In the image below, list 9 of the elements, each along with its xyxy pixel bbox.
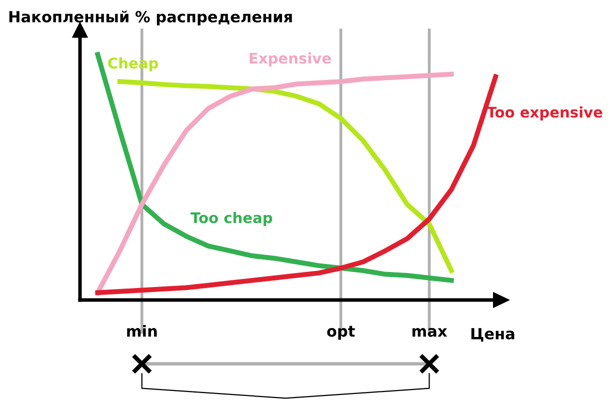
x-tick-label: max	[412, 328, 448, 337]
series-label: Expensive	[250, 52, 331, 67]
x-tick-label: min	[127, 325, 157, 337]
series-label: Too expensive	[486, 106, 602, 121]
series-label: Cheap	[108, 57, 158, 72]
y-axis-title: Накопленный % распределения	[9, 10, 292, 26]
x-axis-title: Цена	[471, 328, 514, 342]
x-tick-label: opt	[327, 326, 355, 340]
series-label: Too cheap	[190, 212, 272, 226]
